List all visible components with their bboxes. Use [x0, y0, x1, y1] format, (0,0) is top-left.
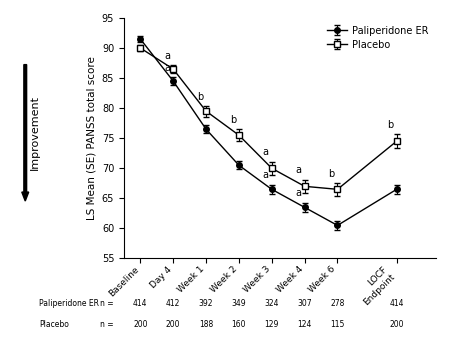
Text: Paliperidone ER: Paliperidone ER — [39, 299, 99, 308]
Y-axis label: LS Mean (SE) PANSS total score: LS Mean (SE) PANSS total score — [86, 56, 96, 220]
Text: a: a — [164, 51, 170, 61]
Text: a: a — [296, 188, 302, 198]
Text: a: a — [263, 148, 269, 158]
Text: 200: 200 — [133, 320, 148, 330]
Text: b: b — [387, 120, 394, 130]
Text: b: b — [197, 92, 203, 102]
Text: Improvement: Improvement — [29, 95, 39, 170]
Text: 414: 414 — [133, 299, 148, 308]
Text: 160: 160 — [232, 320, 246, 330]
Text: a: a — [296, 165, 302, 176]
Text: 200: 200 — [389, 320, 404, 330]
Text: b: b — [329, 168, 335, 178]
Text: 392: 392 — [199, 299, 213, 308]
Text: 307: 307 — [297, 299, 312, 308]
Text: 349: 349 — [232, 299, 246, 308]
Text: a: a — [164, 63, 170, 73]
Legend: Paliperidone ER, Placebo: Paliperidone ER, Placebo — [325, 23, 431, 52]
Text: Placebo: Placebo — [39, 320, 69, 330]
Text: 124: 124 — [297, 320, 312, 330]
Text: b: b — [230, 115, 236, 125]
Text: a: a — [263, 170, 269, 180]
Text: 188: 188 — [199, 320, 213, 330]
Text: n =: n = — [100, 320, 114, 330]
Text: n =: n = — [100, 299, 114, 308]
Text: 115: 115 — [330, 320, 345, 330]
Text: 412: 412 — [166, 299, 180, 308]
Text: 200: 200 — [166, 320, 180, 330]
Text: 129: 129 — [264, 320, 279, 330]
Text: 324: 324 — [264, 299, 279, 308]
Text: 278: 278 — [330, 299, 345, 308]
Text: 414: 414 — [389, 299, 404, 308]
